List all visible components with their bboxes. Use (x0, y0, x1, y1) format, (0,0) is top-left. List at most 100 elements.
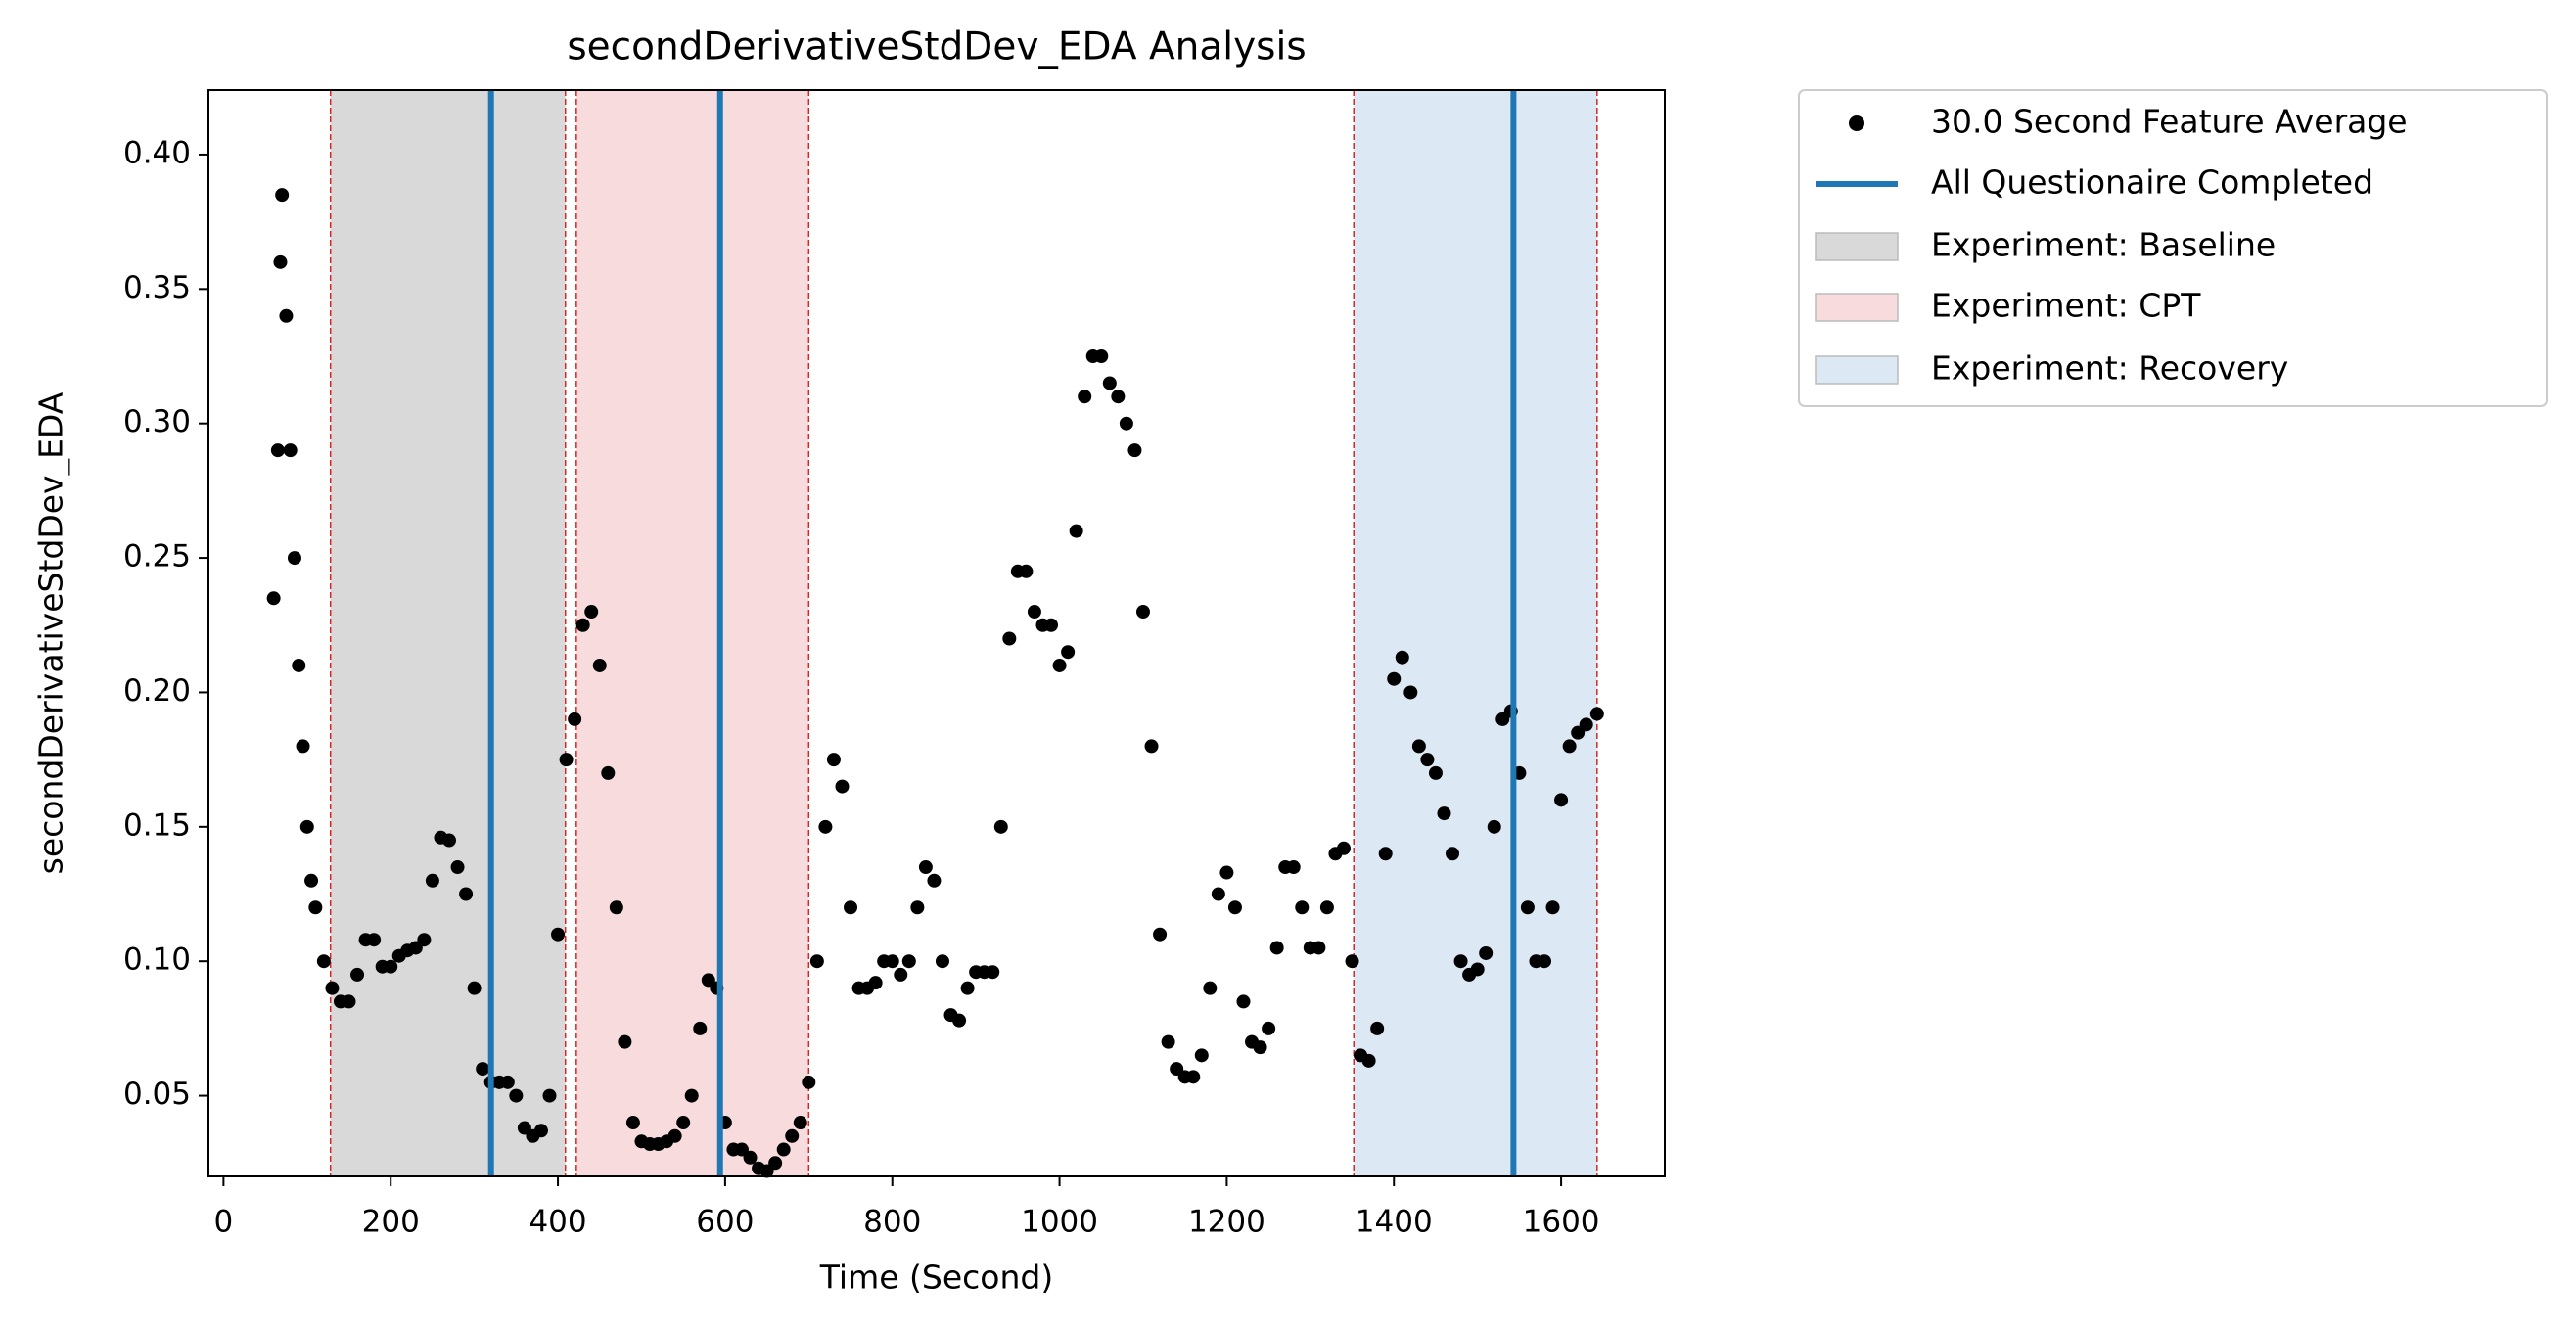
legend-label: Experiment: Baseline (1931, 226, 2276, 264)
data-point (952, 1013, 967, 1028)
y-tick-label: 0.20 (123, 673, 191, 709)
data-point (776, 1142, 791, 1157)
data-point (1052, 658, 1067, 672)
data-point (384, 959, 398, 974)
span (330, 90, 566, 1176)
data-point (1562, 739, 1577, 754)
legend-label: All Questionaire Completed (1931, 163, 2373, 202)
data-point (894, 967, 908, 982)
data-point (1211, 887, 1225, 901)
data-point (844, 900, 858, 915)
data-point (885, 954, 899, 969)
data-point (1387, 671, 1402, 686)
data-point (625, 1116, 640, 1130)
data-point (1269, 941, 1284, 955)
y-axis-label: secondDerivativeStdDev_EDA (32, 391, 70, 874)
x-tick-label: 600 (696, 1205, 754, 1240)
data-point (316, 954, 331, 969)
data-point (1153, 927, 1168, 942)
data-point (1395, 650, 1409, 665)
y-tick-label: 0.35 (123, 270, 191, 305)
data-point (1019, 564, 1034, 578)
data-point (450, 860, 465, 875)
x-tick-label: 0 (214, 1205, 234, 1240)
data-point (304, 873, 319, 888)
data-point (935, 954, 949, 969)
x-axis-label: Time (Second) (819, 1259, 1053, 1297)
y-tick-label: 0.05 (123, 1077, 191, 1112)
data-point (509, 1088, 524, 1103)
x-tick-label: 1400 (1356, 1205, 1433, 1240)
span (575, 90, 809, 1176)
data-point (1420, 753, 1435, 767)
data-point (1094, 349, 1109, 364)
legend-marker (1815, 355, 1899, 385)
data-point (667, 1128, 682, 1143)
data-point (809, 954, 824, 969)
data-point (467, 981, 482, 995)
data-point (818, 819, 833, 834)
data-point (533, 1124, 548, 1138)
data-point (1203, 981, 1218, 995)
data-point (802, 1075, 816, 1089)
legend-marker (1815, 232, 1899, 261)
data-point (287, 551, 301, 566)
data-point (1470, 962, 1485, 977)
data-point (459, 887, 474, 901)
data-point (960, 981, 975, 995)
data-point (693, 1021, 708, 1035)
data-point (1428, 765, 1443, 780)
data-point (785, 1128, 800, 1143)
data-point (542, 1088, 557, 1103)
data-point (1554, 793, 1569, 807)
x-tick-label: 200 (362, 1205, 420, 1240)
data-point (292, 658, 306, 672)
data-point (559, 753, 574, 767)
data-point (1378, 847, 1393, 861)
data-point (618, 1034, 632, 1049)
data-point (1319, 900, 1334, 915)
data-point (1161, 1034, 1175, 1049)
y-tick-label: 0.25 (123, 539, 191, 574)
span (1354, 90, 1597, 1176)
data-point (500, 1075, 515, 1089)
data-point (442, 833, 457, 848)
y-tick-label: 0.10 (123, 942, 191, 978)
x-tick-label: 1000 (1021, 1205, 1098, 1240)
data-point (425, 873, 439, 888)
y-tick-label: 0.15 (123, 807, 191, 843)
data-point (1111, 390, 1126, 404)
data-point (551, 927, 566, 942)
legend-label: Experiment: Recovery (1931, 349, 2288, 388)
data-point (1579, 717, 1593, 732)
data-point (270, 443, 285, 458)
data-point (1295, 900, 1310, 915)
data-point (296, 739, 310, 754)
data-point (1370, 1021, 1385, 1035)
data-point (910, 900, 925, 915)
data-point (1119, 416, 1133, 431)
data-point (826, 753, 841, 767)
data-point (986, 965, 1000, 980)
legend-marker (1849, 115, 1864, 131)
data-point (1262, 1021, 1276, 1035)
data-point (1219, 865, 1234, 880)
data-point (1487, 819, 1501, 834)
data-point (768, 1156, 783, 1171)
data-point (1061, 645, 1076, 660)
data-point (1227, 900, 1242, 915)
data-point (592, 658, 607, 672)
data-point (609, 900, 623, 915)
data-point (1236, 994, 1251, 1009)
y-tick-label: 0.40 (123, 135, 191, 170)
data-point (367, 933, 382, 947)
data-point (1069, 524, 1083, 538)
data-point (1537, 954, 1551, 969)
y-tick-label: 0.30 (123, 404, 191, 439)
data-point (1253, 1040, 1267, 1055)
data-point (575, 618, 590, 632)
data-point (993, 819, 1008, 834)
data-point (417, 933, 432, 947)
data-point (1336, 841, 1351, 855)
